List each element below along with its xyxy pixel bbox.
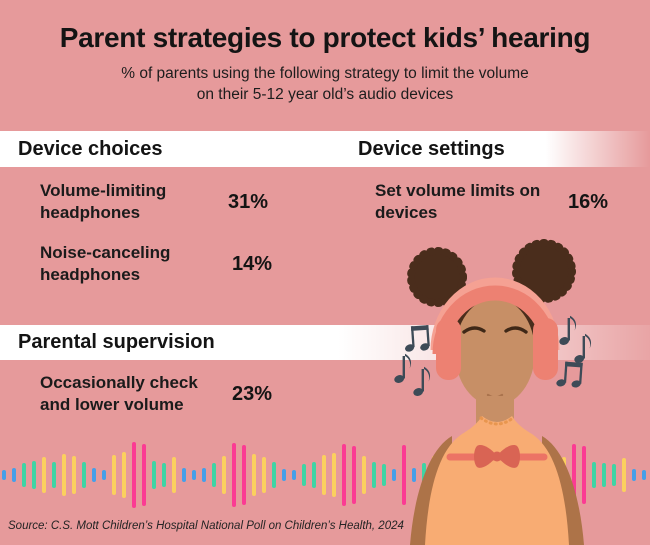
waveform-bar bbox=[312, 462, 316, 488]
ear-cup-left bbox=[436, 318, 461, 380]
waveform-bar bbox=[412, 468, 416, 482]
waveform-bar bbox=[32, 461, 36, 489]
waveform-bar bbox=[322, 455, 326, 495]
section-band-top: Device choices Device settings bbox=[0, 131, 650, 167]
waveform-bar bbox=[352, 446, 356, 504]
waveform-bar bbox=[232, 443, 236, 507]
waveform-bar bbox=[282, 469, 286, 481]
waveform-bar bbox=[122, 452, 126, 498]
dress bbox=[425, 416, 569, 545]
subtitle: % of parents using the following strateg… bbox=[0, 63, 650, 105]
waveform-bar bbox=[22, 463, 26, 487]
waveform-bar bbox=[212, 463, 216, 487]
waveform-bar bbox=[72, 456, 76, 494]
waveform-bar bbox=[172, 457, 176, 493]
waveform-bar bbox=[402, 445, 406, 505]
stat-label-volume-limiting-headphones: Volume-limiting headphones bbox=[40, 181, 167, 222]
waveform-bar bbox=[612, 464, 616, 486]
stat-value-noise-canceling-headphones: 14% bbox=[232, 253, 273, 275]
waveform-bar bbox=[42, 457, 46, 493]
waveform-bar bbox=[642, 470, 646, 480]
waveform-bar bbox=[2, 470, 6, 480]
waveform-bar bbox=[162, 463, 166, 487]
child-with-headphones-illustration bbox=[393, 239, 592, 545]
afro-puffs bbox=[407, 239, 576, 307]
waveform-bar bbox=[382, 464, 386, 486]
waveform-bar bbox=[222, 456, 226, 494]
waveform-bar bbox=[372, 462, 376, 488]
waveform-bar bbox=[12, 468, 16, 482]
waveform-bar bbox=[112, 455, 116, 495]
waveform-bar bbox=[272, 462, 276, 488]
waveform-bar bbox=[132, 442, 136, 508]
waveform-bar bbox=[582, 446, 586, 504]
music-note-icon bbox=[393, 325, 431, 398]
waveform-bar bbox=[62, 454, 66, 496]
stat-label-set-volume-limits: Set volume limits on devices bbox=[375, 181, 541, 222]
waveform-bar bbox=[92, 468, 96, 482]
waveform-bar bbox=[592, 462, 596, 488]
dress-bow bbox=[446, 445, 548, 468]
waveform-bar bbox=[362, 456, 366, 494]
stat-value-volume-limiting-headphones: 31% bbox=[228, 191, 269, 213]
waveform-bar bbox=[632, 469, 636, 481]
face bbox=[455, 298, 535, 406]
waveform-bar bbox=[422, 463, 426, 487]
waveform-bar bbox=[202, 468, 206, 482]
subtitle-line-2: on their 5-12 year old’s audio devices bbox=[196, 86, 454, 103]
waveform-bar bbox=[52, 462, 56, 488]
stat-value-set-volume-limits: 16% bbox=[568, 191, 609, 213]
section-header-parental-supervision: Parental supervision bbox=[18, 331, 215, 353]
waveform-bar bbox=[252, 454, 256, 496]
waveform-bar bbox=[182, 468, 186, 482]
waveform-bar bbox=[602, 463, 606, 487]
waveform-bar bbox=[392, 469, 396, 481]
waveform-bar bbox=[82, 462, 86, 488]
waveform-bar bbox=[152, 461, 156, 489]
waveform-bar bbox=[622, 458, 626, 492]
stat-value-occasionally-check: 23% bbox=[232, 383, 273, 405]
section-header-device-settings: Device settings bbox=[358, 138, 505, 160]
waveform-bar bbox=[192, 470, 196, 480]
subtitle-line-1: % of parents using the following strateg… bbox=[121, 65, 529, 82]
waveform-bar bbox=[572, 444, 576, 506]
waveform-bar bbox=[332, 453, 336, 497]
waveform-bar bbox=[142, 444, 146, 506]
section-header-device-choices: Device choices bbox=[18, 138, 163, 160]
stat-label-noise-canceling-headphones: Noise-canceling headphones bbox=[40, 243, 171, 284]
neckline-trim bbox=[479, 416, 515, 426]
waveform-bar bbox=[102, 470, 106, 480]
waveform-bar bbox=[342, 444, 346, 506]
waveform-bar bbox=[302, 464, 306, 486]
closed-eyes bbox=[462, 326, 528, 334]
waveform-bar bbox=[242, 445, 246, 505]
waveform-bar bbox=[292, 470, 296, 480]
waveform-bar bbox=[262, 457, 266, 493]
ear-cup-right bbox=[533, 318, 558, 380]
source-attribution: Source: C.S. Mott Children’s Hospital Na… bbox=[8, 520, 404, 532]
page-title: Parent strategies to protect kids’ heari… bbox=[59, 22, 591, 53]
music-note-icon bbox=[555, 315, 592, 390]
stat-label-occasionally-check: Occasionally check and lower volume bbox=[40, 373, 198, 414]
